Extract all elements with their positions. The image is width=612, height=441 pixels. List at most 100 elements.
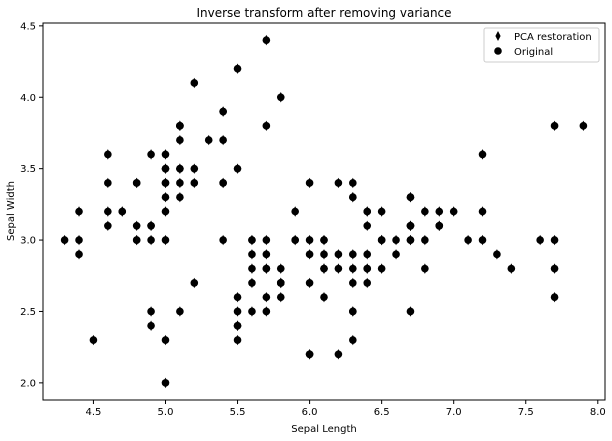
original-point-16: [219, 107, 227, 116]
original-point-38: [75, 236, 83, 244]
original-point-106: [147, 307, 155, 316]
x-axis-ticks: 4.5 5.0 5.5 6.0 6.5 7.0 7.5 8.0: [85, 400, 606, 418]
original-point-96: [262, 250, 271, 259]
x-tick-label-4: 6.5: [374, 407, 390, 418]
original-point-29: [118, 207, 127, 216]
original-point-28: [190, 179, 199, 187]
original-point-146: [349, 307, 357, 316]
original-point-3: [104, 221, 112, 230]
original-point-92: [276, 293, 285, 301]
plot-frame: [42, 22, 606, 401]
original-point-102: [464, 236, 472, 244]
original-point-68: [334, 350, 343, 359]
original-point-26: [161, 179, 170, 187]
original-point-125: [478, 207, 487, 216]
chart-title: Inverse transform after removing varianc…: [196, 6, 451, 20]
original-point-107: [493, 250, 501, 259]
original-point-109: [478, 150, 487, 159]
data-points: [60, 34, 588, 389]
original-point-126: [334, 264, 343, 273]
y-axis-label: Sepal Width: [6, 181, 17, 241]
legend-label-pca-restoration: PCA restoration: [514, 32, 592, 43]
original-point-143: [421, 207, 429, 216]
original-point-132: [363, 264, 372, 273]
original-point-59: [190, 279, 199, 287]
original-point-30: [132, 221, 141, 230]
original-point-58: [392, 250, 400, 259]
original-point-121: [248, 264, 256, 273]
original-point-137: [363, 221, 372, 230]
original-point-83: [305, 279, 314, 287]
original-point-127: [320, 236, 328, 244]
original-point-34: [147, 221, 155, 230]
original-point-69: [248, 307, 256, 316]
original-point-141: [435, 221, 444, 230]
original-point-64: [248, 250, 256, 259]
original-point-113: [262, 307, 271, 316]
original-point-35: [161, 207, 170, 216]
original-point-76: [421, 264, 429, 273]
original-point-138: [305, 236, 314, 244]
x-tick-label-3: 6.0: [302, 407, 318, 418]
original-point-100: [349, 193, 357, 202]
original-point-25: [161, 236, 170, 244]
original-point-70: [291, 207, 299, 216]
y-tick-label-1: 2.5: [20, 307, 36, 318]
original-point-27: [190, 164, 199, 173]
x-tick-label-0: 4.5: [85, 407, 101, 418]
y-axis-ticks: 2.0 2.5 3.0 3.5 4.0 4.5: [20, 21, 43, 389]
original-point-98: [176, 307, 184, 316]
original-point-115: [363, 207, 372, 216]
x-tick-label-5: 7.0: [446, 407, 462, 418]
original-point-57: [147, 321, 155, 330]
original-point-50: [449, 207, 458, 216]
original-point-118: [550, 293, 559, 301]
original-point-47: [104, 207, 112, 216]
x-tick-label-1: 5.0: [158, 407, 174, 418]
original-point-149: [291, 236, 299, 244]
original-point-97: [334, 250, 343, 259]
original-point-81: [233, 321, 242, 330]
original-point-111: [363, 279, 372, 287]
original-point-148: [334, 179, 343, 187]
original-point-60: [161, 379, 170, 387]
original-point-105: [536, 236, 544, 244]
y-tick-label-5: 4.5: [20, 21, 36, 32]
original-point-88: [248, 236, 256, 244]
original-point-36: [233, 164, 242, 173]
original-point-123: [349, 279, 357, 287]
y-tick-label-2: 3.0: [20, 236, 36, 247]
legend-circle-marker: [494, 47, 502, 55]
x-tick-label-2: 5.5: [230, 407, 246, 418]
original-point-45: [132, 236, 141, 244]
original-point-13: [60, 236, 69, 244]
original-point-135: [550, 236, 559, 244]
original-point-85: [305, 179, 314, 187]
original-point-43: [161, 164, 170, 173]
original-point-90: [233, 293, 242, 301]
legend-label-original: Original: [514, 47, 553, 58]
original-point-21: [176, 136, 184, 144]
x-axis-label: Sepal Length: [291, 424, 356, 435]
original-point-78: [305, 250, 314, 259]
original-point-14: [276, 93, 285, 102]
original-point-140: [406, 221, 415, 230]
original-point-89: [233, 307, 242, 316]
original-point-53: [233, 336, 242, 344]
original-point-33: [233, 64, 242, 73]
original-point-18: [262, 122, 271, 130]
original-point-122: [550, 264, 559, 273]
original-point-54: [377, 264, 386, 273]
legend-box: [483, 27, 600, 63]
original-point-74: [363, 250, 372, 259]
original-point-10: [219, 136, 227, 144]
original-point-119: [305, 350, 314, 359]
original-point-114: [276, 264, 285, 273]
original-point-41: [89, 336, 98, 344]
x-tick-label-7: 8.0: [590, 407, 606, 418]
original-point-147: [377, 236, 386, 244]
original-point-130: [507, 264, 516, 273]
original-point-37: [147, 150, 155, 159]
